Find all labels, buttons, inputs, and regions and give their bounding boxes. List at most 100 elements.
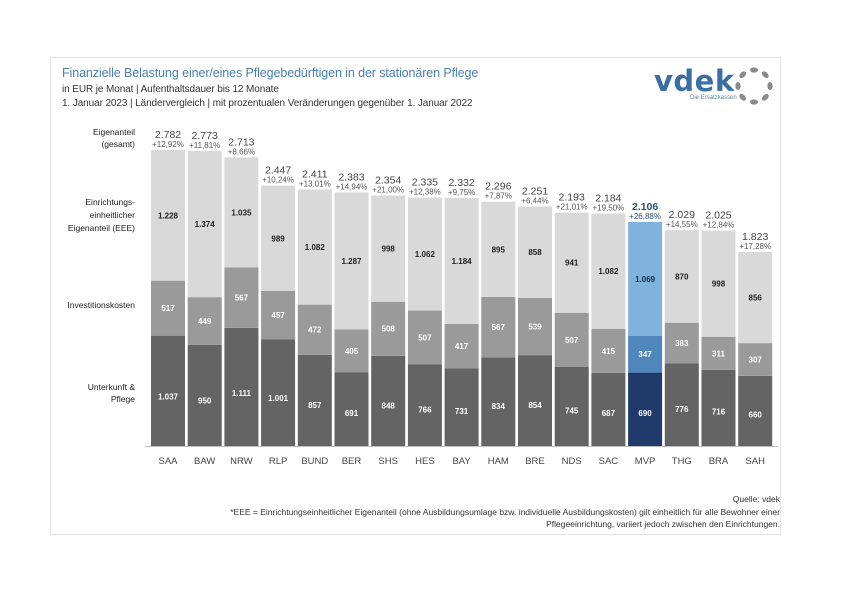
bar-change-label: +14,94%: [336, 182, 368, 191]
bar-value-label: 854: [528, 401, 542, 410]
bar-value-label: 1.035: [231, 208, 252, 217]
footnote-line2: Pflegeeinrichtung, variiert jedoch zwisc…: [546, 519, 780, 529]
bar-value-label: 507: [565, 336, 579, 345]
bar-segment-eee: [407, 197, 442, 311]
bar-total-label: 2.029: [669, 209, 695, 221]
bar-segment-eee: [518, 206, 552, 298]
bar-segment-eee: [334, 192, 369, 330]
bar-value-label: 1.228: [158, 211, 179, 220]
logo-wordmark: vdek: [654, 64, 735, 98]
bar-change-label: +21,00%: [372, 186, 404, 195]
bar-value-label: 507: [418, 334, 432, 343]
row-label-eee: Einrichtungs- einheitlicher Eigenanteil …: [68, 196, 135, 235]
bar-segment-eee: [444, 197, 479, 324]
bar-segment-investitionskosten: [481, 296, 516, 358]
bar-segment-unterkunft-pflege: [371, 355, 406, 446]
row-label-invest-text: Investitionskosten: [67, 300, 135, 310]
bar-change-label: +21,01%: [556, 203, 588, 212]
chart-title: Finanzielle Belastung einer/eines Pflege…: [62, 66, 479, 80]
bar-total-label: 2.184: [595, 193, 621, 205]
bar-change-label: +14,55%: [666, 220, 698, 229]
x-tick-label: SAA: [158, 456, 178, 467]
bar-total-label: 2.713: [228, 136, 254, 148]
bar-segment-unterkunft-pflege: [187, 344, 222, 446]
bar-segment-unterkunft-pflege: [591, 372, 626, 446]
bar-segment-eee: [738, 252, 773, 344]
row-label-uup-line2: Pflege: [110, 394, 135, 404]
bar-total-label: 2.354: [375, 175, 401, 187]
bar-value-label: 472: [308, 326, 322, 335]
chart-frame: [50, 57, 781, 535]
x-tick-label: HAM: [488, 456, 509, 467]
bar-total-label: 2.773: [192, 130, 218, 142]
bar-value-label: 858: [528, 248, 542, 257]
row-label-uup-line1: Unterkunft &: [87, 382, 135, 392]
bar-segment-eee: [224, 157, 259, 268]
bar-total-label: 2.332: [448, 177, 474, 189]
bar-segment-eee: [297, 189, 332, 305]
bar-total-label: 2.025: [705, 210, 731, 222]
bar-value-label: 687: [602, 409, 616, 418]
bar-total-label: 2.296: [485, 181, 511, 193]
bar-segment-unterkunft-pflege: [518, 355, 552, 446]
bar-segment-unterkunft-pflege: [444, 368, 479, 446]
bar-segment-unterkunft-pflege: [664, 363, 699, 446]
x-tick-label: SAC: [599, 456, 619, 467]
bar-change-label: +7,87%: [485, 192, 512, 201]
x-tick-label: SHS: [378, 456, 398, 467]
bar-total-label: 2.447: [265, 165, 291, 177]
bar-segment-investitionskosten: [224, 267, 259, 328]
bar-value-label: 776: [675, 405, 689, 414]
bar-value-label: 895: [492, 245, 506, 254]
bar-segment-eee: [261, 185, 296, 291]
bar-value-label: 567: [235, 294, 249, 303]
bar-value-label: 1.184: [452, 257, 473, 266]
bar-change-label: +12,38%: [409, 188, 441, 197]
bar-segment-eee: [151, 150, 185, 281]
bar-segment-investitionskosten: [334, 329, 369, 373]
bar-total-label: 2.251: [522, 185, 548, 197]
x-tick-label: NRW: [230, 456, 253, 467]
x-tick-label: BRA: [709, 456, 729, 467]
bar-total-label: 2.782: [155, 129, 181, 141]
bar-value-label: 1.287: [341, 257, 362, 266]
bar-value-label: 1.082: [598, 267, 619, 276]
logo-tagline: Die Ersatzkassen: [690, 95, 737, 101]
bar-value-label: 517: [161, 304, 175, 313]
bar-segment-eee: [481, 201, 516, 297]
bar-value-label: 383: [675, 339, 689, 348]
bar-segment-investitionskosten: [591, 328, 626, 373]
row-label-eee-line3: Eigenanteil (EEE): [67, 223, 135, 233]
bar-segment-eee: [371, 195, 406, 302]
bar-value-label: 307: [749, 355, 763, 364]
x-tick-label: NDS: [562, 456, 582, 467]
bar-total-label: 2.411: [302, 168, 328, 180]
bar-value-label: 449: [198, 317, 212, 326]
bar-change-label: +12,92%: [152, 140, 184, 149]
bar-segment-unterkunft-pflege: [224, 327, 259, 446]
bar-segment-investitionskosten: [701, 336, 736, 370]
x-tick-label: BER: [342, 456, 362, 467]
bar-segment-investitionskosten: [738, 343, 773, 376]
row-label-total-line2: (gesamt): [101, 139, 135, 149]
bar-value-label: 745: [565, 406, 579, 415]
bar-segment-unterkunft-pflege: [738, 375, 773, 446]
bar-change-label: +19,50%: [592, 204, 624, 213]
bar-value-label: 660: [749, 410, 763, 419]
bar-value-label: 457: [271, 311, 285, 320]
bar-segment-unterkunft-pflege: [261, 339, 296, 446]
bar-value-label: 1.069: [635, 275, 656, 284]
bar-total-label: 2.383: [338, 171, 364, 183]
bar-value-label: 415: [602, 347, 616, 356]
bar-change-label: +17,28%: [739, 242, 771, 251]
bar-segment-eee: [628, 221, 663, 336]
bar-value-label: 690: [638, 409, 652, 418]
row-label-uup: Unterkunft & Pflege: [88, 381, 135, 405]
bar-segment-unterkunft-pflege: [628, 372, 663, 446]
bar-value-label: 539: [528, 322, 542, 331]
bar-segment-eee: [591, 213, 626, 329]
bar-value-label: 998: [712, 280, 726, 289]
row-label-eee-line1: Einrichtungs-: [85, 197, 135, 207]
bar-value-label: 856: [749, 294, 763, 303]
